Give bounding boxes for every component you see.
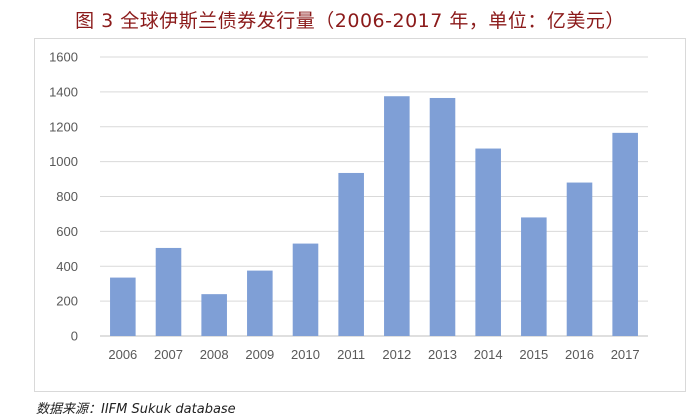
y-tick-label: 1400 bbox=[49, 84, 78, 99]
y-tick-label: 200 bbox=[56, 294, 78, 309]
x-tick-label: 2010 bbox=[291, 347, 320, 362]
chart-title: 图 3 全球伊斯兰债券发行量（2006-2017 年，单位：亿美元） bbox=[75, 10, 625, 32]
x-tick-label: 2007 bbox=[154, 347, 183, 362]
x-tick-label: 2009 bbox=[245, 347, 274, 362]
bar bbox=[429, 97, 456, 337]
x-tick-label: 2008 bbox=[200, 347, 229, 362]
bar bbox=[338, 172, 364, 336]
bar bbox=[110, 277, 136, 336]
y-tick-label: 800 bbox=[56, 189, 78, 204]
y-tick-label: 1200 bbox=[49, 119, 78, 134]
bar bbox=[384, 96, 410, 336]
bar bbox=[292, 243, 319, 336]
x-tick-label: 2017 bbox=[611, 347, 640, 362]
y-tick-label: 0 bbox=[71, 329, 78, 344]
source-note: 数据来源：IIFM Sukuk database bbox=[36, 402, 236, 417]
bar bbox=[521, 217, 547, 336]
bar bbox=[155, 247, 182, 336]
bar bbox=[247, 270, 273, 336]
y-tick-label: 400 bbox=[56, 259, 78, 274]
bar bbox=[566, 182, 593, 336]
bar bbox=[475, 148, 501, 336]
x-tick-label: 2016 bbox=[565, 347, 594, 362]
x-tick-label: 2006 bbox=[108, 347, 137, 362]
bar bbox=[612, 132, 638, 336]
x-tick-label: 2014 bbox=[474, 347, 503, 362]
x-tick-label: 2013 bbox=[428, 347, 457, 362]
x-tick-label: 2012 bbox=[382, 347, 411, 362]
y-tick-label: 1600 bbox=[49, 50, 78, 65]
y-tick-label: 600 bbox=[56, 224, 78, 239]
x-tick-label: 2011 bbox=[337, 347, 365, 362]
x-tick-label: 2015 bbox=[519, 347, 548, 362]
bar bbox=[201, 294, 227, 336]
y-tick-label: 1000 bbox=[49, 154, 78, 169]
